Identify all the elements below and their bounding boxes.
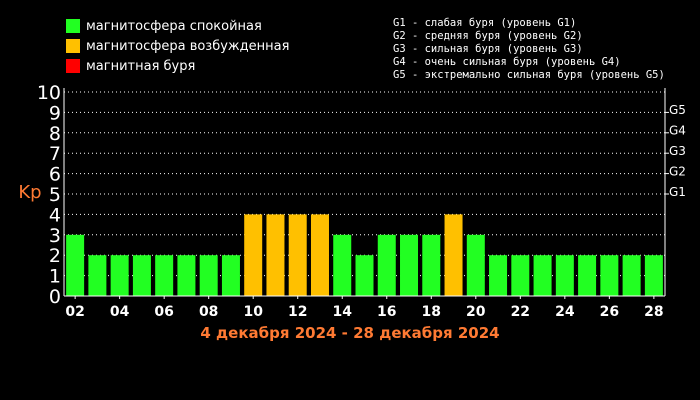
bar-12: [288, 214, 307, 296]
legend-item-storm: магнитная буря: [66, 56, 289, 76]
x-tick-label: 12: [288, 304, 307, 320]
date-range: 4 декабря 2024 - 28 декабря 2024: [200, 324, 500, 342]
bar-16: [377, 234, 396, 296]
bar-05: [132, 255, 151, 296]
x-tick-label: 14: [332, 304, 352, 320]
g-tick-label: G4: [669, 124, 686, 138]
bar-02: [66, 234, 85, 296]
y-tick-label: 5: [49, 184, 61, 206]
x-tick-label: 26: [600, 304, 619, 320]
y-tick-label: 9: [49, 102, 61, 124]
bar-10: [244, 214, 263, 296]
x-tick-label: 06: [154, 304, 173, 320]
x-tick-label: 02: [65, 304, 84, 320]
y-tick-label: 0: [49, 286, 61, 308]
bar-22: [511, 255, 530, 296]
y-tick-label: 4: [49, 204, 61, 226]
x-tick-label: 24: [555, 304, 575, 320]
bar-07: [177, 255, 196, 296]
x-tick-label: 18: [422, 304, 441, 320]
storm-level-g2: G2 - средняя буря (уровень G2): [393, 30, 583, 42]
y-tick-label: 8: [49, 123, 61, 145]
y-axis-label: Kp: [18, 182, 41, 203]
bar-17: [400, 234, 419, 296]
bar-06: [155, 255, 174, 296]
legend-item-active: магнитосфера возбужденная: [66, 36, 289, 56]
legend-swatch-storm: [66, 59, 80, 73]
bar-24: [555, 255, 574, 296]
g-tick-label: G2: [669, 164, 686, 178]
bar-26: [600, 255, 619, 296]
bar-15: [355, 255, 374, 296]
storm-level-g4: G4 - очень сильная буря (уровень G4): [393, 56, 621, 68]
x-tick-label: 04: [110, 304, 130, 320]
bar-20: [466, 234, 485, 296]
bar-08: [199, 255, 218, 296]
x-tick-label: 16: [377, 304, 396, 320]
g-tick-label: G3: [669, 144, 686, 158]
bar-09: [221, 255, 240, 296]
storm-level-g5: G5 - экстремально сильная буря (уровень …: [393, 69, 665, 81]
bar-14: [333, 234, 352, 296]
bar-03: [88, 255, 107, 296]
g-tick-label: G5: [669, 103, 686, 117]
legend-swatch-quiet: [66, 19, 80, 33]
bar-25: [578, 255, 597, 296]
storm-level-g3: G3 - сильная буря (уровень G3): [393, 43, 583, 55]
legend-label-storm: магнитная буря: [86, 58, 196, 74]
legend: магнитосфера спокойная магнитосфера возб…: [66, 16, 289, 76]
bar-23: [533, 255, 552, 296]
g-tick-label: G1: [669, 185, 686, 199]
y-tick-label: 1: [49, 266, 61, 288]
x-tick-label: 20: [466, 304, 486, 320]
legend-swatch-active: [66, 39, 80, 53]
storm-level-legend: G1 - слабая буря (уровень G1) G2 - средн…: [393, 17, 665, 82]
x-tick-label: 10: [243, 304, 263, 320]
bar-13: [310, 214, 329, 296]
x-tick-label: 28: [644, 304, 663, 320]
y-tick-label: 7: [49, 143, 61, 165]
bar-27: [622, 255, 641, 296]
y-tick-label: 10: [37, 82, 61, 104]
y-tick-label: 3: [49, 225, 61, 247]
legend-item-quiet: магнитосфера спокойная: [66, 16, 289, 36]
legend-label-quiet: магнитосфера спокойная: [86, 18, 262, 34]
y-tick-label: 6: [49, 164, 61, 186]
legend-label-active: магнитосфера возбужденная: [86, 38, 290, 54]
x-tick-label: 08: [199, 304, 218, 320]
bar-21: [489, 255, 508, 296]
bar-11: [266, 214, 285, 296]
bar-19: [444, 214, 463, 296]
bar-28: [644, 255, 663, 296]
bar-18: [422, 234, 441, 296]
x-tick-label: 22: [511, 304, 530, 320]
y-tick-label: 2: [49, 245, 61, 267]
bar-04: [110, 255, 129, 296]
storm-level-g1: G1 - слабая буря (уровень G1): [393, 17, 577, 29]
